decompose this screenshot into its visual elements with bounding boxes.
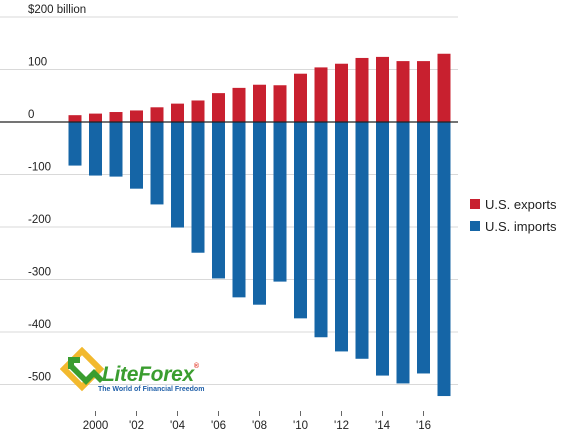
- x-tick-label: '04: [170, 420, 186, 432]
- grid-lines: [0, 16, 458, 385]
- x-tick-label: '06: [211, 420, 226, 432]
- liteforex-logo-icon: [60, 347, 105, 392]
- export-bar: [130, 110, 143, 122]
- watermark-tagline: The World of Financial Freedom: [98, 386, 205, 393]
- y-tick-label: -400: [28, 319, 51, 331]
- import-bar: [68, 122, 82, 166]
- import-bar: [273, 122, 287, 282]
- import-bar: [89, 122, 102, 176]
- import-bar: [355, 122, 369, 359]
- import-bar: [335, 122, 348, 352]
- x-tick-label: '16: [416, 420, 431, 432]
- x-tick-label: '12: [334, 420, 349, 432]
- x-axis-labels: 2000 '02 '04 '06 '08 '10 '12 '14 '16: [83, 411, 431, 432]
- import-bar: [437, 122, 451, 397]
- watermark: LiteForex® The World of Financial Freedo…: [60, 343, 230, 405]
- export-bar: [314, 67, 328, 122]
- export-bar: [191, 100, 205, 122]
- export-bar: [109, 112, 123, 122]
- watermark-brand: LiteForex®: [102, 363, 199, 386]
- export-bar: [171, 103, 184, 122]
- export-bar: [437, 53, 451, 122]
- import-bar: [396, 122, 410, 384]
- import-bar: [417, 122, 430, 374]
- legend-item: U.S. imports: [470, 217, 557, 235]
- y-tick-label: -100: [28, 162, 51, 174]
- import-bar: [130, 122, 143, 189]
- export-bar: [68, 115, 82, 122]
- legend-swatch: [470, 221, 480, 231]
- export-bar: [396, 61, 410, 122]
- y-tick-label: -300: [28, 267, 51, 279]
- export-bar: [253, 84, 266, 122]
- y-tick-label: 0: [28, 109, 34, 121]
- legend-swatch: [470, 199, 480, 209]
- export-bar: [89, 113, 102, 122]
- export-bar: [212, 93, 225, 122]
- x-tick-label: '08: [252, 420, 267, 432]
- export-bar: [150, 107, 164, 122]
- export-bar: [417, 61, 430, 122]
- x-tick-label: '02: [129, 420, 144, 432]
- import-bar: [376, 122, 389, 376]
- export-bar: [273, 85, 287, 122]
- export-bar: [355, 57, 369, 123]
- legend-item: U.S. exports: [470, 195, 557, 213]
- y-tick-label: -200: [28, 214, 51, 226]
- import-bar: [109, 122, 123, 177]
- export-bar: [232, 87, 246, 122]
- y-tick-label: -500: [28, 372, 51, 384]
- legend-label: U.S. imports: [485, 218, 557, 234]
- legend-label: U.S. exports: [485, 196, 557, 212]
- bars: [68, 53, 451, 397]
- import-bar: [150, 122, 164, 205]
- import-bar: [314, 122, 328, 338]
- import-bar: [212, 122, 225, 279]
- export-bar: [376, 56, 389, 122]
- import-bar: [294, 122, 307, 319]
- x-tick-label: '10: [293, 420, 308, 432]
- export-bar: [335, 63, 348, 122]
- y-tick-label: 100: [28, 57, 47, 69]
- import-bar: [253, 122, 266, 305]
- legend: U.S. exports U.S. imports: [470, 195, 557, 239]
- import-bar: [232, 122, 246, 298]
- x-tick-label: 2000: [83, 420, 109, 432]
- import-bar: [171, 122, 184, 228]
- x-tick-label: '14: [375, 420, 391, 432]
- export-bar: [294, 73, 307, 122]
- import-bar: [191, 122, 205, 253]
- y-axis-labels: $200 billion 100 0 -100 -200 -300 -400 -500: [28, 4, 86, 384]
- y-unit-label: $200 billion: [28, 4, 86, 16]
